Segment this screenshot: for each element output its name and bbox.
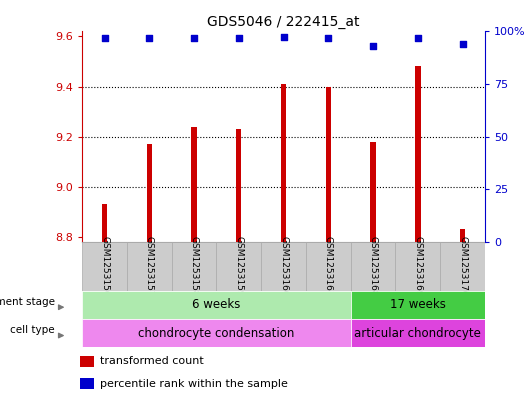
Bar <box>80 356 94 367</box>
Point <box>324 35 332 41</box>
Point <box>100 35 109 41</box>
Point <box>190 35 198 41</box>
Bar <box>82 319 351 347</box>
Bar <box>236 129 242 242</box>
Bar <box>261 242 306 291</box>
Text: GSM1253169: GSM1253169 <box>413 236 422 297</box>
Text: GSM1253170: GSM1253170 <box>458 236 467 297</box>
Bar <box>351 319 485 347</box>
Bar <box>370 141 376 242</box>
Point <box>235 35 243 41</box>
Bar <box>216 242 261 291</box>
Text: GSM1253157: GSM1253157 <box>145 236 154 297</box>
Bar <box>351 291 485 319</box>
Bar <box>80 378 94 389</box>
Text: GSM1253159: GSM1253159 <box>234 236 243 297</box>
Bar <box>82 242 127 291</box>
Text: GSM1253158: GSM1253158 <box>190 236 199 297</box>
Bar <box>172 242 216 291</box>
Bar <box>395 242 440 291</box>
Text: articular chondrocyte: articular chondrocyte <box>355 327 481 340</box>
Text: GSM1253156: GSM1253156 <box>100 236 109 297</box>
Text: cell type: cell type <box>11 325 55 336</box>
Bar <box>325 86 331 242</box>
Bar <box>440 242 485 291</box>
Bar <box>82 291 351 319</box>
Text: percentile rank within the sample: percentile rank within the sample <box>101 379 288 389</box>
Text: 17 weeks: 17 weeks <box>390 298 446 312</box>
Text: GSM1253168: GSM1253168 <box>368 236 377 297</box>
Title: GDS5046 / 222415_at: GDS5046 / 222415_at <box>207 15 360 29</box>
Bar <box>127 242 172 291</box>
Text: development stage: development stage <box>0 297 55 307</box>
Text: GSM1253160: GSM1253160 <box>279 236 288 297</box>
Point <box>145 35 154 41</box>
Bar <box>281 84 286 242</box>
Bar <box>415 66 420 242</box>
Bar <box>306 242 351 291</box>
Bar <box>460 229 465 242</box>
Point <box>279 33 288 40</box>
Point <box>458 41 467 47</box>
Point <box>369 43 377 49</box>
Bar <box>191 127 197 242</box>
Text: transformed count: transformed count <box>101 356 204 366</box>
Bar <box>147 144 152 242</box>
Bar <box>102 204 107 242</box>
Point <box>413 35 422 41</box>
Bar <box>351 242 395 291</box>
Text: chondrocyte condensation: chondrocyte condensation <box>138 327 295 340</box>
Text: 6 weeks: 6 weeks <box>192 298 241 312</box>
Text: GSM1253161: GSM1253161 <box>324 236 333 297</box>
